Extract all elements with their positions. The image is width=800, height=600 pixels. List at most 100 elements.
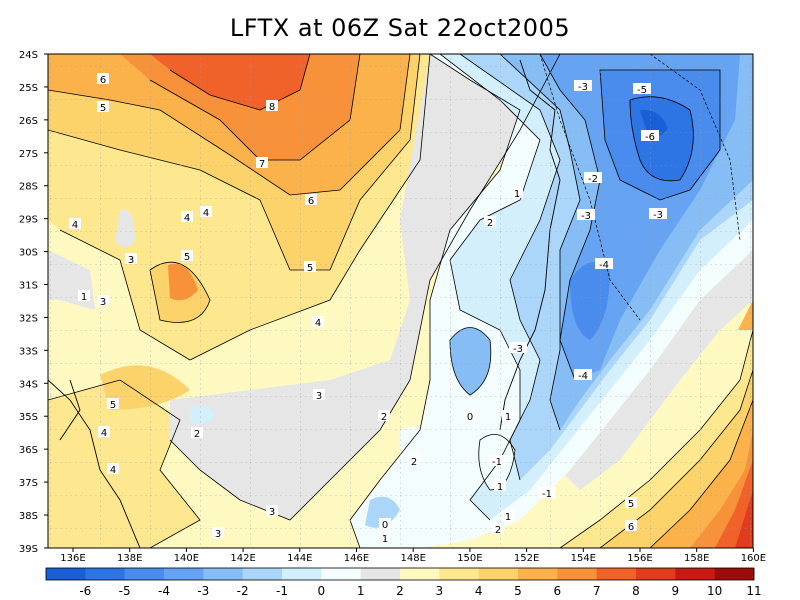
latitude-tick-label: 30S [19, 248, 38, 259]
contour-label-bg [488, 455, 506, 466]
contour-label-bg [484, 216, 496, 227]
contour-label: 1 [81, 292, 87, 303]
contour-label-bg [577, 209, 595, 220]
contour-label-bg [266, 505, 278, 516]
contour-label: 1 [505, 512, 511, 523]
contour-label-bg [625, 497, 637, 508]
contour-label: -6 [645, 132, 655, 143]
longitude-tick-label: 142E [230, 553, 255, 564]
colorbar-swatch [714, 568, 755, 580]
contour-label-bg [379, 518, 391, 529]
colorbar-label: -2 [237, 584, 249, 598]
contour-label-bg [633, 83, 651, 94]
longitude-tick-label: 140E [174, 553, 199, 564]
contour-label: 1 [497, 482, 503, 493]
contour-label: 5 [307, 263, 313, 274]
longitude-tick-label: 154E [571, 553, 596, 564]
contour-label-bg [212, 527, 224, 538]
contour-label-bg [502, 510, 514, 521]
longitude-tick-label: 148E [400, 553, 425, 564]
contour-label: -4 [578, 371, 588, 382]
contour-label-bg [574, 369, 592, 380]
latitude-tick-label: 38S [19, 511, 38, 522]
colorbar-swatch [478, 568, 519, 580]
contour-label-bg [69, 218, 81, 229]
filled-contours [48, 54, 753, 548]
contour-label: 5 [628, 499, 634, 510]
colorbar-swatch [46, 568, 86, 580]
contour-label-bg [256, 157, 268, 168]
contour-label: 0 [382, 520, 388, 531]
contour-label-bg [107, 463, 119, 474]
colorbar-label: -5 [119, 584, 131, 598]
latitude-tick-label: 27S [19, 149, 38, 160]
contour-label: 8 [269, 102, 275, 113]
latitude-tick-label: 29S [19, 215, 38, 226]
colorbar-label: 10 [707, 584, 722, 598]
contour-label: 2 [495, 525, 501, 536]
latitude-axis: 24S 25S 26S 27S 28S 29S 30S 31S 32S 33S 34S 35S 36S 3… [19, 50, 48, 555]
colorbar-swatch [557, 568, 597, 580]
contour-label-bg [379, 532, 391, 543]
longitude-tick-label: 144E [287, 553, 312, 564]
colorbar-swatch [675, 568, 715, 580]
contour-label-bg [97, 295, 109, 306]
contour-label-bg [492, 523, 504, 534]
contour-label-bg [313, 389, 325, 400]
latitude-tick-label: 25S [19, 83, 38, 94]
contour-label-bg [97, 73, 109, 84]
latitude-tick-label: 39S [19, 544, 38, 555]
contour-label-bg [98, 426, 110, 437]
contour-label-bg [584, 172, 602, 183]
latitude-tick-label: 35S [19, 412, 38, 423]
colorbar-frame [45, 567, 755, 581]
contour-label-bg [266, 100, 278, 111]
contour-label: 2 [194, 429, 200, 440]
colorbar-swatch [596, 568, 637, 580]
contour-label: 6 [100, 75, 106, 86]
colorbar-swatch [518, 568, 558, 580]
colorbar-label: 5 [514, 584, 522, 598]
colorbar-swatch [636, 568, 676, 580]
colorbar-swatch [321, 568, 361, 580]
colorbar-label: 7 [593, 584, 601, 598]
contour-label: 5 [184, 252, 190, 263]
latitude-tick-label: 33S [19, 346, 38, 357]
colorbar-label: 0 [318, 584, 326, 598]
contour-label: -1 [542, 489, 552, 500]
contour-label-bg [502, 410, 514, 421]
latitude-tick-label: 26S [19, 116, 38, 127]
contour-label: -1 [492, 457, 502, 468]
longitude-tick-label: 138E [117, 553, 142, 564]
contour-label: 0 [467, 412, 473, 423]
colorbar-label: -6 [79, 584, 91, 598]
latitude-tick-label: 36S [19, 445, 38, 456]
longitude-tick-label: 160E [741, 553, 766, 564]
contour-label-bg [641, 130, 659, 141]
contour-label-bg [107, 398, 119, 409]
contour-label: -3 [581, 211, 591, 222]
colorbar-label: 11 [746, 584, 761, 598]
plot-frame [47, 53, 754, 549]
contour-label-bg [97, 101, 109, 112]
colorbar-swatch [360, 568, 401, 580]
contour-label: 2 [411, 457, 417, 468]
contour-label-bg [595, 258, 613, 269]
colorbar-label: -3 [197, 584, 209, 598]
latitude-tick-label: 24S [19, 50, 38, 61]
contour-label: 1 [382, 534, 388, 545]
contour-label: 3 [215, 529, 221, 540]
latitude-tick-label: 31S [19, 281, 38, 292]
colorbar-swatch [203, 568, 243, 580]
contour-label-bg [191, 427, 203, 438]
contour-label: 3 [100, 297, 106, 308]
contour-label: 4 [101, 428, 107, 439]
contour-label-bg [649, 208, 667, 219]
contour-label: 3 [128, 255, 134, 266]
colorbar-swatch [242, 568, 283, 580]
contour-label-bg [312, 316, 324, 327]
colorbar-label: 4 [475, 584, 483, 598]
contour-label-bg [181, 250, 193, 261]
contour-label: 1 [514, 189, 520, 200]
colorbar-label: 8 [632, 584, 640, 598]
